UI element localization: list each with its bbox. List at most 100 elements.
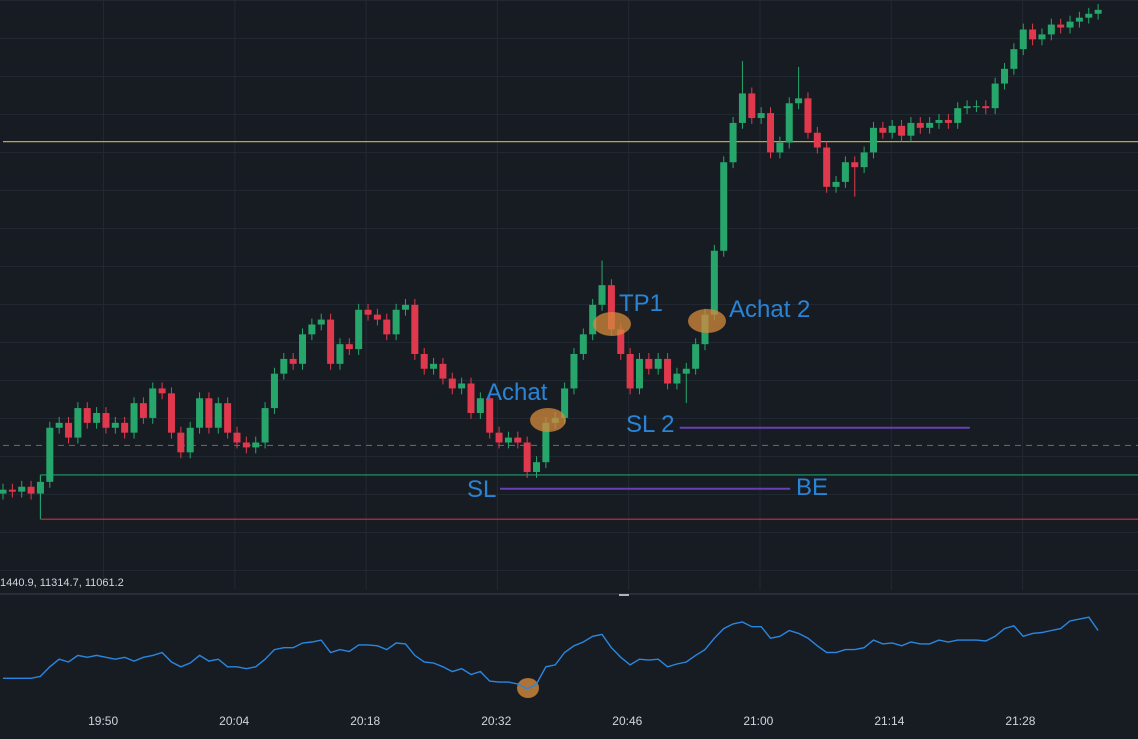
candle-body <box>785 103 793 143</box>
candle-body <box>233 432 241 443</box>
candle-body <box>401 304 409 310</box>
candle-body <box>1094 9 1102 14</box>
candle-body <box>158 388 166 394</box>
candle-body <box>926 122 934 128</box>
candle-body <box>1010 49 1018 69</box>
annotation: TP1 <box>619 290 663 317</box>
candle-body <box>289 358 297 364</box>
x-tick-label: 20:32 <box>481 714 511 728</box>
candle-body <box>776 142 784 153</box>
candle-body <box>214 403 222 428</box>
marker <box>530 408 566 432</box>
annotation: SL 2 <box>626 411 674 438</box>
candle-body <box>373 314 381 320</box>
candle-body <box>139 403 147 418</box>
candle-body <box>1019 29 1027 50</box>
marker <box>593 312 631 336</box>
candle-body <box>1066 21 1074 28</box>
candle-body <box>467 383 475 413</box>
candle-body <box>1085 13 1093 18</box>
indicator-line <box>3 616 1099 690</box>
x-tick-label: 20:04 <box>219 714 249 728</box>
candle-body <box>710 250 718 315</box>
candle-body <box>533 462 541 472</box>
candle-body <box>851 162 859 168</box>
candle-body <box>121 422 129 433</box>
candle-body <box>205 398 213 428</box>
candle-body <box>1075 17 1083 22</box>
candle-body <box>65 422 73 438</box>
candle-body <box>589 304 597 335</box>
candle-body <box>682 368 690 374</box>
candle-body <box>888 125 896 133</box>
candle-body <box>720 162 728 251</box>
candle-body <box>860 152 868 168</box>
candle-body <box>757 113 765 118</box>
annotation: Achat <box>486 379 548 406</box>
candle-body <box>944 119 952 123</box>
annotation: Achat 2 <box>729 296 810 323</box>
x-tick-label: 20:46 <box>612 714 642 728</box>
candle-body <box>111 422 119 428</box>
annotation: SL <box>467 476 496 503</box>
marker <box>688 309 726 333</box>
candle-body <box>355 309 363 350</box>
candle-body <box>430 363 438 369</box>
candle-body <box>898 125 906 136</box>
indicator-pane <box>0 590 1138 739</box>
candle-body <box>504 437 512 443</box>
candle-body <box>767 113 775 153</box>
candle-body <box>692 344 700 369</box>
candle-body <box>364 309 372 315</box>
candle-body <box>626 354 634 389</box>
candle-body <box>299 334 307 364</box>
candle-body <box>0 489 7 494</box>
candle-body <box>448 378 456 389</box>
candle-body <box>1038 34 1046 40</box>
candle-body <box>972 106 980 108</box>
candle-body <box>411 304 419 354</box>
candle-body <box>645 358 653 369</box>
candle-body <box>486 398 494 433</box>
candle-body <box>523 442 531 472</box>
candle-body <box>607 285 615 330</box>
candle-body <box>383 319 391 335</box>
candle-body <box>832 181 840 187</box>
candle-body <box>795 98 803 104</box>
candle-body <box>93 413 101 423</box>
candle-body <box>570 354 578 389</box>
candle-body <box>8 489 16 492</box>
candle-body <box>869 127 877 153</box>
x-tick-label: 21:28 <box>1005 714 1035 728</box>
candle-body <box>561 388 569 418</box>
candle-body <box>74 408 82 438</box>
candle-body <box>1029 29 1037 40</box>
candle-body <box>36 481 44 494</box>
candle-body <box>1057 24 1065 28</box>
candle-body <box>18 486 26 492</box>
candle-body <box>224 403 232 433</box>
x-tick-label: 21:14 <box>874 714 904 728</box>
candle-body <box>167 393 175 433</box>
candle-body <box>261 408 269 443</box>
candle-body <box>270 373 278 409</box>
candle-body <box>186 427 194 453</box>
candle-body <box>102 413 110 428</box>
candle-body <box>317 319 325 325</box>
candle-body <box>738 93 746 123</box>
candle-body <box>55 422 63 428</box>
candle-body <box>327 319 335 364</box>
candle-body <box>991 83 999 109</box>
candle-body <box>542 422 550 463</box>
candle-body <box>458 383 466 389</box>
candle-body <box>336 344 344 364</box>
candle-body <box>729 122 737 163</box>
candle-body <box>664 358 672 384</box>
candle-body <box>495 432 503 443</box>
candle-body <box>83 408 91 423</box>
candle-body <box>242 442 250 448</box>
candle-body <box>879 127 887 133</box>
x-tick-label: 19:50 <box>88 714 118 728</box>
